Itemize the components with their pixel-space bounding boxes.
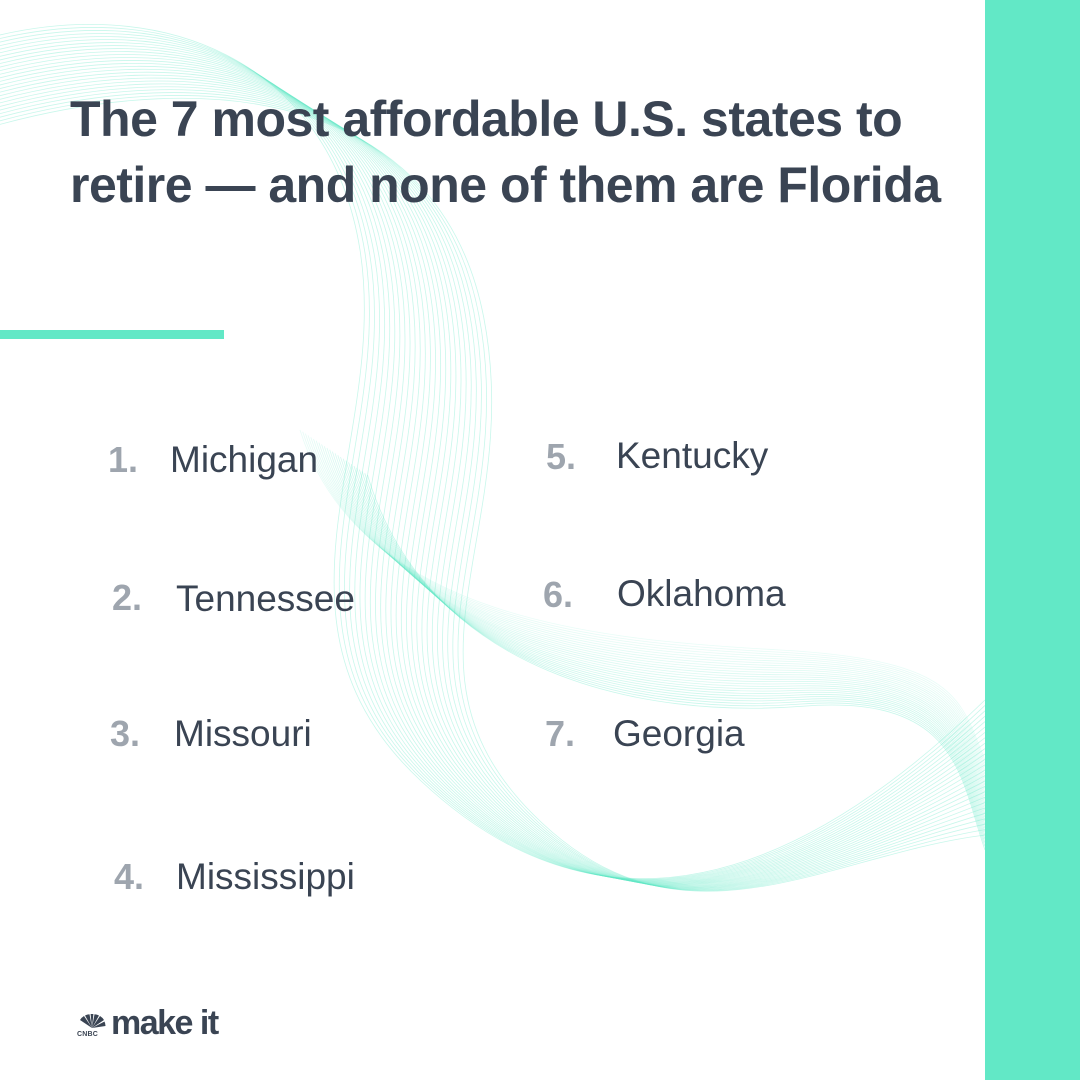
list-item-number: 2. <box>112 577 143 618</box>
list-item-number: 4. <box>114 856 145 897</box>
list-item-number: 3. <box>110 713 141 754</box>
list-item-number: 5. <box>546 436 577 477</box>
nbc-peacock-icon <box>80 1014 106 1028</box>
accent-rule <box>0 330 224 339</box>
list-item-number: 7. <box>545 713 576 754</box>
list-item-number: 1. <box>108 439 139 480</box>
list-item-number: 6. <box>543 574 574 615</box>
cnbc-label: CNBC <box>77 1031 99 1038</box>
list-item-state: Oklahoma <box>617 573 786 614</box>
list-item-state: Mississippi <box>176 856 355 897</box>
list-item-state: Kentucky <box>616 435 769 476</box>
list-item-state: Georgia <box>613 713 745 754</box>
wave-line-pattern <box>0 23 985 892</box>
list-item-state: Michigan <box>170 439 319 480</box>
list-item-state: Missouri <box>174 713 312 754</box>
make-it-wordmark: make it <box>111 1004 219 1042</box>
accent-side-bar <box>985 0 1080 1080</box>
list-item-state: Tennessee <box>176 578 355 619</box>
headline: The 7 most affordable U.S. states to ret… <box>70 91 941 213</box>
